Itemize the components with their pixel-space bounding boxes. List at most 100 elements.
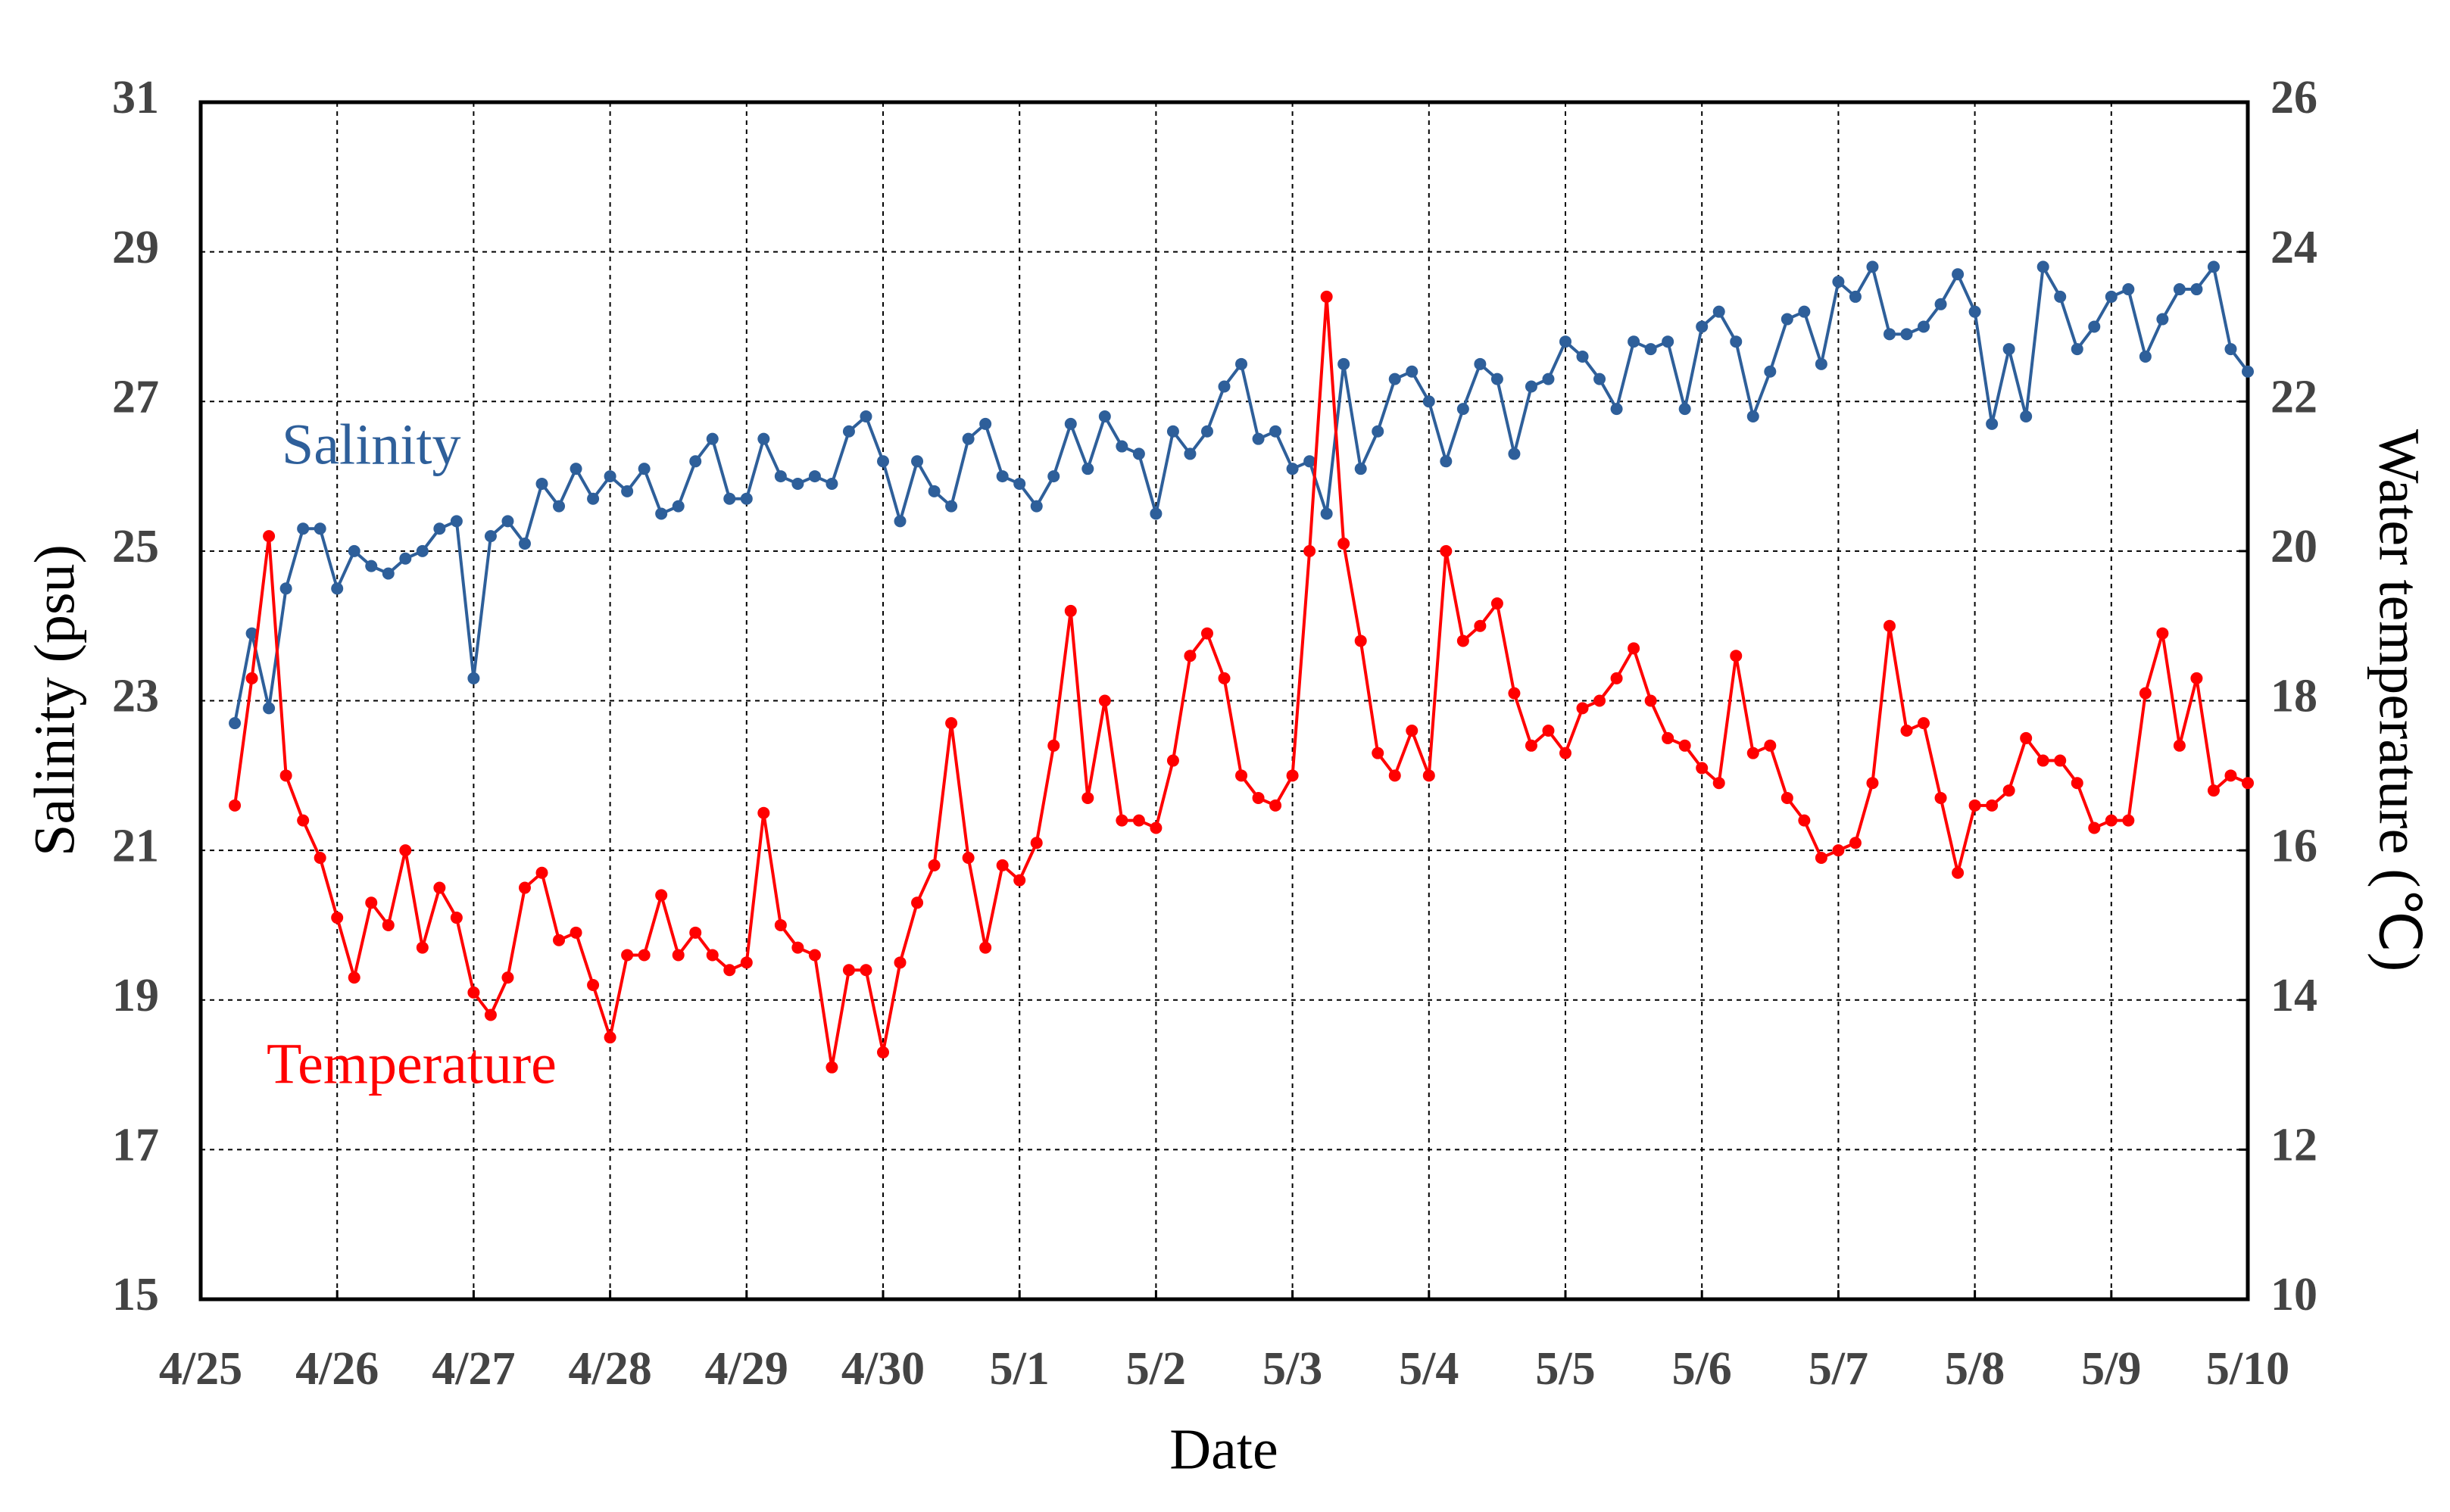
- data-point: [2020, 410, 2033, 423]
- data-point: [1047, 739, 1060, 752]
- y2-tick-label: 14: [2271, 970, 2317, 1021]
- data-point: [1662, 335, 1674, 348]
- data-point: [1576, 702, 1589, 715]
- data-point: [2020, 731, 2033, 744]
- data-point: [1474, 357, 1487, 370]
- data-point: [826, 477, 838, 490]
- data-point: [1934, 791, 1947, 804]
- data-point: [279, 582, 292, 595]
- data-point: [1952, 268, 1965, 281]
- data-point: [1628, 335, 1640, 348]
- data-point: [433, 881, 446, 894]
- data-point: [1218, 380, 1231, 393]
- data-point: [723, 492, 736, 505]
- data-point: [1730, 335, 1743, 348]
- data-point: [1132, 447, 1145, 460]
- data-point: [1064, 604, 1077, 617]
- y-tick-label: 31: [112, 72, 159, 123]
- data-point: [1269, 799, 1282, 812]
- data-point: [1269, 425, 1282, 438]
- data-point: [1610, 403, 1623, 416]
- data-point: [1320, 507, 1333, 520]
- data-point: [808, 470, 821, 483]
- y2-tick-label: 24: [2271, 222, 2317, 273]
- data-point: [1235, 769, 1248, 782]
- data-point: [2088, 320, 2101, 333]
- y-tick-label: 25: [112, 521, 159, 572]
- data-point: [279, 769, 292, 782]
- data-point: [484, 1009, 497, 1021]
- data-point: [1490, 373, 1503, 385]
- data-point: [1064, 417, 1077, 430]
- data-point: [638, 463, 651, 475]
- x-tick-label: 5/1: [990, 1343, 1050, 1395]
- data-point: [791, 477, 804, 490]
- data-point: [1354, 463, 1367, 475]
- data-point: [860, 964, 872, 977]
- data-point: [672, 500, 685, 513]
- data-point: [1030, 500, 1043, 513]
- data-point: [928, 485, 941, 497]
- data-point: [621, 949, 634, 962]
- data-point: [2190, 672, 2203, 684]
- data-point: [1746, 410, 1759, 423]
- data-point: [365, 896, 378, 909]
- y-tick-label: 23: [112, 671, 159, 722]
- data-point: [655, 507, 668, 520]
- data-point: [808, 949, 821, 962]
- data-point: [1116, 440, 1128, 453]
- data-point: [1832, 844, 1845, 857]
- data-point: [245, 672, 258, 684]
- data-point: [740, 492, 753, 505]
- data-point: [1525, 380, 1537, 393]
- data-point: [297, 522, 310, 535]
- data-point: [1934, 298, 1947, 310]
- data-point: [416, 544, 429, 557]
- x-tick-label: 4/30: [841, 1343, 925, 1395]
- data-point: [621, 485, 634, 497]
- y-tick-label: 29: [112, 222, 159, 273]
- y2-tick-label: 22: [2271, 371, 2317, 422]
- data-point: [1098, 410, 1111, 423]
- data-point: [2002, 343, 2015, 356]
- data-point: [2122, 283, 2135, 296]
- x-tick-label: 5/8: [1945, 1343, 2005, 1395]
- data-point: [245, 627, 258, 640]
- data-point: [1883, 328, 1896, 341]
- data-point: [416, 941, 429, 954]
- data-point: [1098, 694, 1111, 707]
- data-point: [587, 492, 600, 505]
- data-point: [2071, 343, 2083, 356]
- data-point: [1337, 537, 1350, 550]
- data-point: [1815, 852, 1827, 865]
- data-point: [2054, 754, 2067, 767]
- data-point: [962, 432, 975, 445]
- data-point: [1968, 799, 1981, 812]
- x-axis-title: Date: [1169, 1417, 1278, 1481]
- data-point: [587, 978, 600, 991]
- data-point: [2036, 260, 2049, 273]
- data-point: [1781, 791, 1793, 804]
- data-point: [331, 912, 344, 924]
- data-point: [1303, 455, 1316, 468]
- data-point: [535, 866, 548, 879]
- x-tick-label: 4/25: [159, 1343, 242, 1395]
- data-point: [331, 582, 344, 595]
- data-point: [1013, 477, 1026, 490]
- data-point: [1730, 650, 1743, 662]
- data-point: [860, 410, 872, 423]
- x-tick-label: 5/3: [1262, 1343, 1322, 1395]
- data-point: [672, 949, 685, 962]
- data-point: [314, 522, 326, 535]
- series-annotation: Temperature: [267, 1032, 557, 1096]
- data-point: [1200, 425, 1213, 438]
- data-point: [1712, 777, 1725, 790]
- data-point: [1081, 791, 1094, 804]
- data-point: [791, 941, 804, 954]
- data-point: [706, 432, 719, 445]
- data-point: [2071, 777, 2083, 790]
- data-point: [348, 544, 360, 557]
- x-tick-label: 4/28: [568, 1343, 651, 1395]
